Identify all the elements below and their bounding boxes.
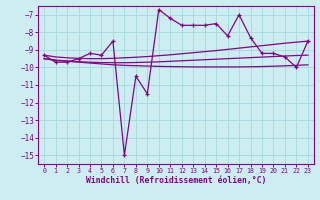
X-axis label: Windchill (Refroidissement éolien,°C): Windchill (Refroidissement éolien,°C) xyxy=(86,176,266,185)
